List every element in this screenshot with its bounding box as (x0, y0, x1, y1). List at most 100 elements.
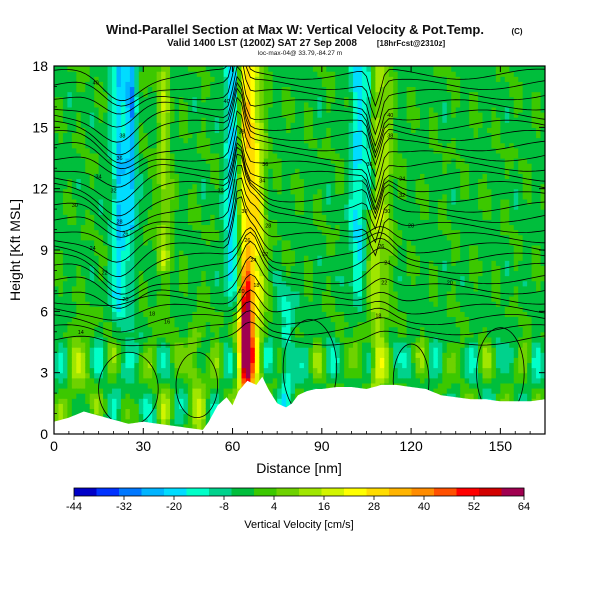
velocity-cell (120, 147, 127, 154)
velocity-cell (143, 403, 149, 410)
velocity-cell (268, 347, 274, 353)
velocity-cell (183, 229, 189, 236)
velocity-cell (152, 285, 158, 292)
velocity-cell (112, 127, 118, 134)
velocity-cell (277, 168, 283, 174)
velocity-cell (120, 158, 127, 164)
velocity-cell (134, 209, 140, 215)
velocity-cell (152, 321, 158, 328)
velocity-cell (272, 265, 278, 272)
velocity-cell (210, 224, 216, 231)
velocity-cell (156, 91, 162, 98)
velocity-cell (187, 112, 193, 118)
velocity-cell (120, 265, 127, 272)
velocity-cell (223, 265, 229, 272)
velocity-cell (214, 265, 220, 272)
velocity-cell (317, 229, 323, 236)
velocity-cell (303, 178, 310, 185)
velocity-cell (116, 219, 122, 226)
velocity-cell (295, 326, 301, 333)
velocity-cell (201, 265, 207, 272)
velocity-cell (326, 372, 332, 379)
velocity-cell (259, 224, 265, 231)
velocity-cell (116, 127, 122, 134)
velocity-cell (237, 168, 243, 174)
velocity-cell (170, 347, 176, 353)
velocity-cell (143, 209, 149, 215)
velocity-cell (263, 331, 269, 338)
velocity-cell (353, 163, 359, 169)
velocity-cell (183, 265, 189, 272)
velocity-cell (85, 168, 91, 174)
velocity-cell (125, 403, 131, 410)
velocity-cell (326, 290, 332, 297)
velocity-cell (156, 260, 162, 266)
velocity-cell (62, 183, 68, 190)
velocity-cell (152, 219, 158, 226)
velocity-cell (143, 352, 149, 358)
velocity-cell (268, 168, 274, 174)
velocity-cell (143, 382, 149, 389)
velocity-cell (237, 209, 243, 215)
velocity-cell (237, 204, 243, 210)
velocity-cell (357, 204, 363, 210)
velocity-cell (58, 260, 64, 266)
velocity-cell (277, 158, 283, 164)
velocity-cell (125, 326, 131, 333)
velocity-cell (353, 204, 359, 210)
velocity-cell (281, 311, 287, 318)
velocity-cell (214, 239, 220, 246)
velocity-cell (281, 137, 287, 144)
velocity-cell (299, 178, 305, 185)
velocity-cell (103, 158, 109, 164)
velocity-cell (228, 173, 234, 180)
velocity-cell (335, 204, 341, 210)
velocity-cell (232, 158, 238, 164)
velocity-cell (232, 372, 238, 379)
velocity-cell (348, 357, 354, 364)
velocity-cell (67, 106, 73, 113)
velocity-cell (129, 250, 135, 256)
velocity-cell (187, 106, 193, 113)
velocity-cell (85, 229, 91, 236)
velocity-cell (348, 71, 354, 77)
velocity-cell (201, 127, 207, 134)
velocity-cell (112, 117, 118, 123)
velocity-cell (178, 408, 185, 415)
velocity-cell (120, 280, 127, 287)
velocity-cell (174, 122, 180, 128)
velocity-cell (277, 301, 283, 307)
velocity-cell (94, 147, 100, 154)
velocity-cell (237, 321, 243, 328)
velocity-cell (272, 280, 278, 287)
velocity-cell (263, 117, 269, 123)
velocity-cell (103, 209, 109, 215)
velocity-cell (201, 418, 207, 425)
velocity-cell (116, 76, 122, 82)
velocity-cell (98, 377, 104, 384)
velocity-cell (120, 163, 127, 169)
velocity-cell (210, 372, 216, 379)
velocity-cell (67, 362, 73, 369)
velocity-cell (241, 260, 247, 266)
velocity-cell (129, 306, 135, 312)
velocity-cell (170, 86, 176, 93)
velocity-cell (250, 321, 256, 328)
velocity-cell (330, 311, 336, 318)
velocity-cell (268, 173, 274, 180)
velocity-cell (317, 306, 323, 312)
velocity-cell (89, 306, 95, 312)
velocity-cell (67, 265, 73, 272)
velocity-cell (76, 219, 82, 226)
velocity-cell (103, 193, 109, 200)
velocity-cell (201, 66, 207, 72)
velocity-cell (112, 219, 118, 226)
velocity-cell (196, 306, 202, 312)
velocity-cell (335, 188, 341, 195)
velocity-cell (250, 229, 256, 236)
velocity-cell (241, 229, 247, 236)
velocity-cell (268, 198, 274, 205)
velocity-cell (281, 224, 287, 231)
velocity-cell (330, 285, 336, 292)
velocity-cell (85, 214, 91, 220)
